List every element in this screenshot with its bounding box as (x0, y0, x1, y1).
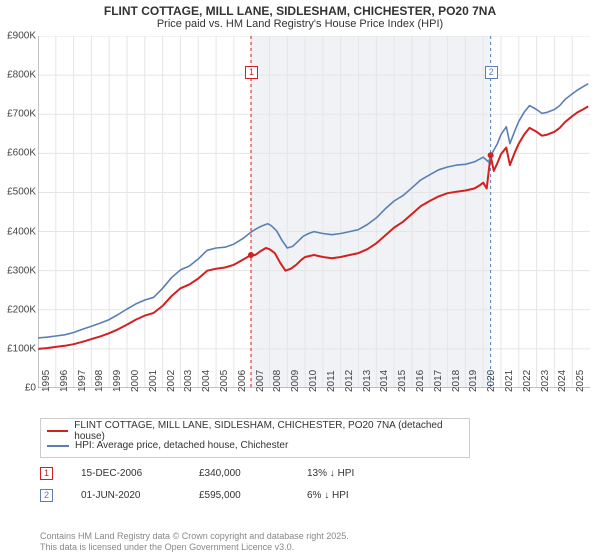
events-block: 1 15-DEC-2006 £340,000 13% ↓ HPI 2 01-JU… (40, 462, 354, 506)
x-tick-label: 1999 (112, 370, 123, 392)
y-tick-label: £200K (2, 304, 36, 315)
y-tick-label: £900K (2, 31, 36, 42)
y-tick-label: £100K (2, 343, 36, 354)
chart-subtitle: Price paid vs. HM Land Registry's House … (0, 18, 600, 30)
footer-line-2: This data is licensed under the Open Gov… (40, 542, 349, 554)
x-tick-label: 1998 (94, 370, 105, 392)
event-marker-1: 1 (40, 467, 53, 480)
x-tick-label: 2021 (504, 370, 515, 392)
x-tick-label: 2023 (540, 370, 551, 392)
event-row-1: 1 15-DEC-2006 £340,000 13% ↓ HPI (40, 462, 354, 484)
x-tick-label: 2007 (255, 370, 266, 392)
plot-svg (38, 36, 590, 388)
y-tick-label: £700K (2, 109, 36, 120)
x-tick-label: 1996 (59, 370, 70, 392)
title-block: FLINT COTTAGE, MILL LANE, SIDLESHAM, CHI… (0, 0, 600, 30)
legend-label-price-paid: FLINT COTTAGE, MILL LANE, SIDLESHAM, CHI… (74, 420, 463, 442)
y-tick-label: £500K (2, 187, 36, 198)
x-tick-label: 2010 (308, 370, 319, 392)
event-delta-2: 6% ↓ HPI (307, 490, 349, 501)
x-tick-label: 2019 (468, 370, 479, 392)
x-tick-label: 2003 (183, 370, 194, 392)
x-tick-label: 1997 (77, 370, 88, 392)
x-tick-label: 2001 (148, 370, 159, 392)
footer-line-1: Contains HM Land Registry data © Crown c… (40, 531, 349, 543)
x-tick-label: 2002 (166, 370, 177, 392)
x-tick-label: 2017 (433, 370, 444, 392)
x-tick-label: 2006 (237, 370, 248, 392)
x-tick-label: 2025 (575, 370, 586, 392)
y-tick-label: £400K (2, 226, 36, 237)
x-tick-label: 2000 (130, 370, 141, 392)
event-delta-1: 13% ↓ HPI (307, 468, 354, 479)
y-tick-label: £300K (2, 265, 36, 276)
x-tick-label: 2004 (201, 370, 212, 392)
legend-swatch-price-paid (47, 430, 68, 432)
x-tick-label: 2015 (397, 370, 408, 392)
x-tick-label: 2008 (272, 370, 283, 392)
y-tick-label: £0 (2, 383, 36, 394)
legend-label-hpi: HPI: Average price, detached house, Chic… (75, 440, 288, 451)
x-tick-label: 2018 (451, 370, 462, 392)
event-row-2: 2 01-JUN-2020 £595,000 6% ↓ HPI (40, 484, 354, 506)
legend-swatch-hpi (47, 445, 69, 447)
x-tick-label: 2011 (326, 370, 337, 392)
x-tick-label: 2009 (290, 370, 301, 392)
plot-area: £0£100K£200K£300K£400K£500K£600K£700K£80… (38, 36, 590, 388)
y-tick-label: £600K (2, 148, 36, 159)
x-tick-label: 2016 (415, 370, 426, 392)
legend-box: FLINT COTTAGE, MILL LANE, SIDLESHAM, CHI… (40, 418, 470, 458)
x-tick-label: 2022 (522, 370, 533, 392)
x-tick-label: 2014 (379, 370, 390, 392)
event-marker-2: 2 (40, 489, 53, 502)
chart-marker-2: 2 (485, 66, 498, 79)
footer-block: Contains HM Land Registry data © Crown c… (40, 531, 349, 554)
x-tick-label: 2020 (486, 370, 497, 392)
chart-marker-1: 1 (245, 66, 258, 79)
x-tick-label: 1995 (41, 370, 52, 392)
chart-container: FLINT COTTAGE, MILL LANE, SIDLESHAM, CHI… (0, 0, 600, 560)
x-tick-label: 2013 (362, 370, 373, 392)
legend-row-price-paid: FLINT COTTAGE, MILL LANE, SIDLESHAM, CHI… (47, 423, 463, 438)
event-price-2: £595,000 (199, 490, 279, 501)
event-price-1: £340,000 (199, 468, 279, 479)
chart-title: FLINT COTTAGE, MILL LANE, SIDLESHAM, CHI… (0, 4, 600, 18)
x-tick-label: 2024 (557, 370, 568, 392)
x-tick-label: 2005 (219, 370, 230, 392)
x-tick-label: 2012 (344, 370, 355, 392)
y-tick-label: £800K (2, 70, 36, 81)
event-date-2: 01-JUN-2020 (81, 490, 171, 501)
event-date-1: 15-DEC-2006 (81, 468, 171, 479)
